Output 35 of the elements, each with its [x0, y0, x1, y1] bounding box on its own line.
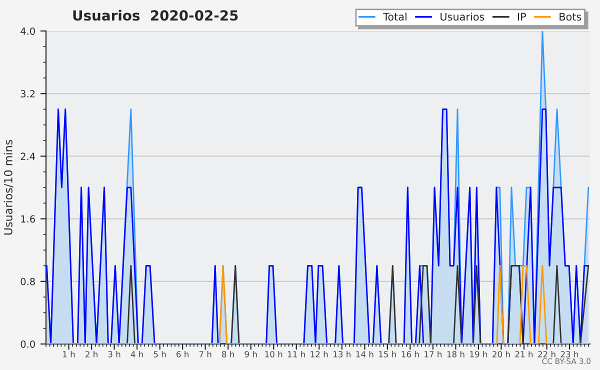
y-tick-label: 4.0	[20, 27, 35, 35]
x-tick-label: 12 h	[310, 350, 328, 358]
y-axis-title: Usuarios/10 mins	[4, 140, 14, 235]
y-tick-label: 0.0	[20, 340, 35, 348]
x-tick-label: 23 h	[560, 350, 578, 358]
legend-label: Bots	[560, 12, 582, 21]
x-tick-label: 13 h	[334, 350, 350, 358]
x-tick-label: 11 h	[288, 350, 305, 358]
legend-label: IP	[518, 12, 526, 20]
x-tick-label: 21 h	[515, 350, 533, 358]
x-tick-label: 10 h	[265, 350, 282, 358]
x-tick-label: 20 h	[492, 350, 510, 358]
x-tick-label: 6 h	[176, 350, 188, 358]
y-tick-label: 2.4	[20, 152, 36, 160]
x-tick-label: 8 h	[222, 350, 234, 358]
x-tick-label: 2 h	[86, 350, 98, 358]
x-tick-label: 22 h	[538, 350, 556, 358]
y-tick-label: 1.6	[21, 215, 35, 223]
legend-label: Total	[383, 12, 406, 21]
x-tick-label: 9 h	[244, 350, 257, 358]
x-tick-label: 14 h	[356, 350, 374, 358]
x-tick-label: 16 h	[402, 350, 419, 358]
y-tick-label: 3.2	[20, 90, 35, 98]
x-tick-label: 15 h	[379, 350, 396, 358]
x-tick-label: 18 h	[447, 350, 464, 358]
x-tick-label: 5 h	[154, 350, 166, 358]
legend-label: Usuarios	[440, 12, 484, 21]
chart-title: Usuarios 2020-02-25	[73, 10, 238, 21]
x-tick-label: 17 h	[424, 350, 442, 358]
y-tick-label: 0.8	[20, 278, 35, 286]
x-tick-label: 19 h	[470, 350, 488, 358]
x-tick-label: 7 h	[199, 350, 212, 358]
x-tick-label: 3 h	[108, 350, 120, 358]
x-tick-label: 1 h	[63, 350, 75, 358]
x-tick-label: 4 h	[130, 350, 143, 358]
